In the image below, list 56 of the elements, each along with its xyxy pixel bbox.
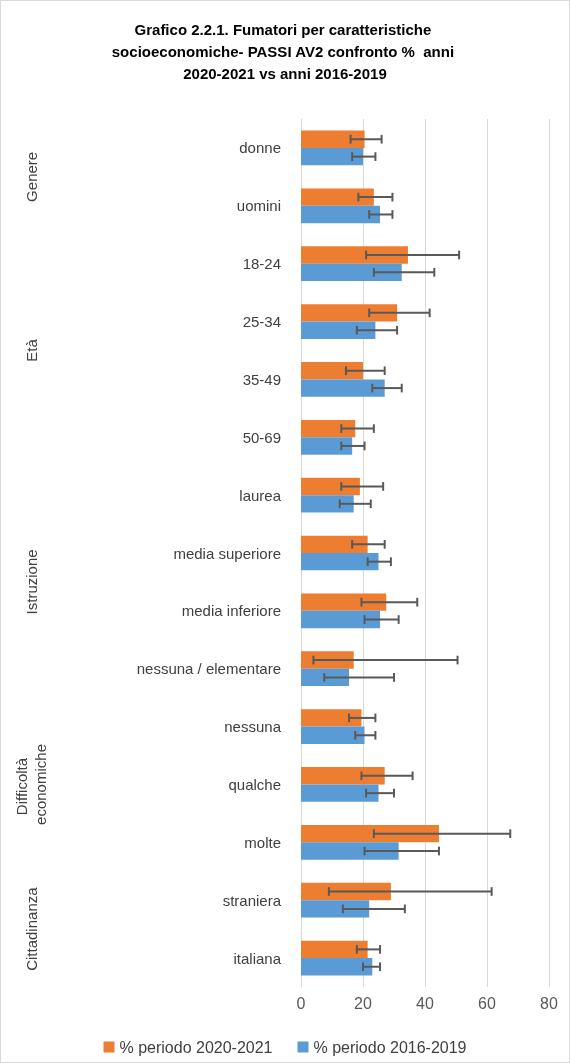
bar: [301, 205, 381, 224]
bar: [301, 767, 385, 785]
text: Genere: [22, 151, 40, 202]
bar: [301, 824, 439, 843]
bar: [301, 784, 379, 802]
y-tick-label: qualche: [228, 775, 281, 793]
x-tick-label: 80: [540, 994, 558, 1012]
y-tick-label: nessuna: [224, 718, 282, 736]
y-tick-label: italiana: [233, 949, 282, 967]
bar: [301, 188, 374, 206]
bar: [301, 958, 373, 976]
y-tick-label: 50-69: [242, 428, 281, 446]
y-tick-label: uomini: [236, 197, 281, 215]
bar: [301, 553, 379, 571]
y-tick-label: laurea: [239, 486, 282, 504]
bar: [301, 362, 363, 380]
bar: [301, 379, 385, 397]
x-tick-label: 40: [416, 994, 434, 1012]
bar: [301, 495, 354, 513]
bar: [301, 419, 356, 438]
bar: [301, 477, 360, 496]
bar: [301, 304, 398, 322]
bar: [301, 668, 350, 687]
bar: [301, 535, 368, 553]
y-tick-label: 18-24: [242, 255, 281, 273]
text: Cittadinanza: [22, 886, 40, 971]
y-tick-label: media inferiore: [181, 602, 281, 620]
bar: [301, 321, 376, 339]
y-tick-label: straniera: [222, 891, 282, 909]
x-tick-label: 0: [296, 994, 306, 1012]
bar: [301, 593, 387, 611]
bar: [301, 130, 365, 148]
x-tick-label: 20: [354, 994, 372, 1012]
legend-label: % periodo 2016-2019: [313, 1038, 467, 1056]
y-tick-label: media superiore: [173, 544, 281, 562]
bar: [301, 610, 381, 629]
y-tick-label: 25-34: [242, 313, 281, 331]
text: Difficoltà economiche: [13, 744, 49, 825]
bar: [301, 726, 365, 744]
y-tick-label: donne: [239, 139, 281, 157]
bar: [301, 709, 362, 727]
x-tick-label: 60: [478, 994, 496, 1012]
bar: [301, 147, 363, 166]
text: Istruzione: [22, 549, 40, 615]
y-tick-label: 35-49: [242, 370, 281, 388]
bar: [301, 437, 353, 455]
text: Età: [22, 338, 40, 362]
bar: [301, 246, 408, 264]
bar: [301, 263, 402, 282]
bar: [301, 842, 399, 860]
legend-label: % periodo 2020-2021: [119, 1038, 273, 1056]
chart-title: Grafico 2.2.1. Fumatori per caratteristiche socioeconomiche- PASSI AV2 confronto % anni 2020-2021 vs anni 2016-2019: [111, 20, 459, 82]
bar: [301, 900, 370, 918]
bar: [301, 940, 368, 959]
y-tick-label: molte: [244, 833, 281, 851]
y-tick-label: nessuna / elementare: [136, 660, 281, 678]
